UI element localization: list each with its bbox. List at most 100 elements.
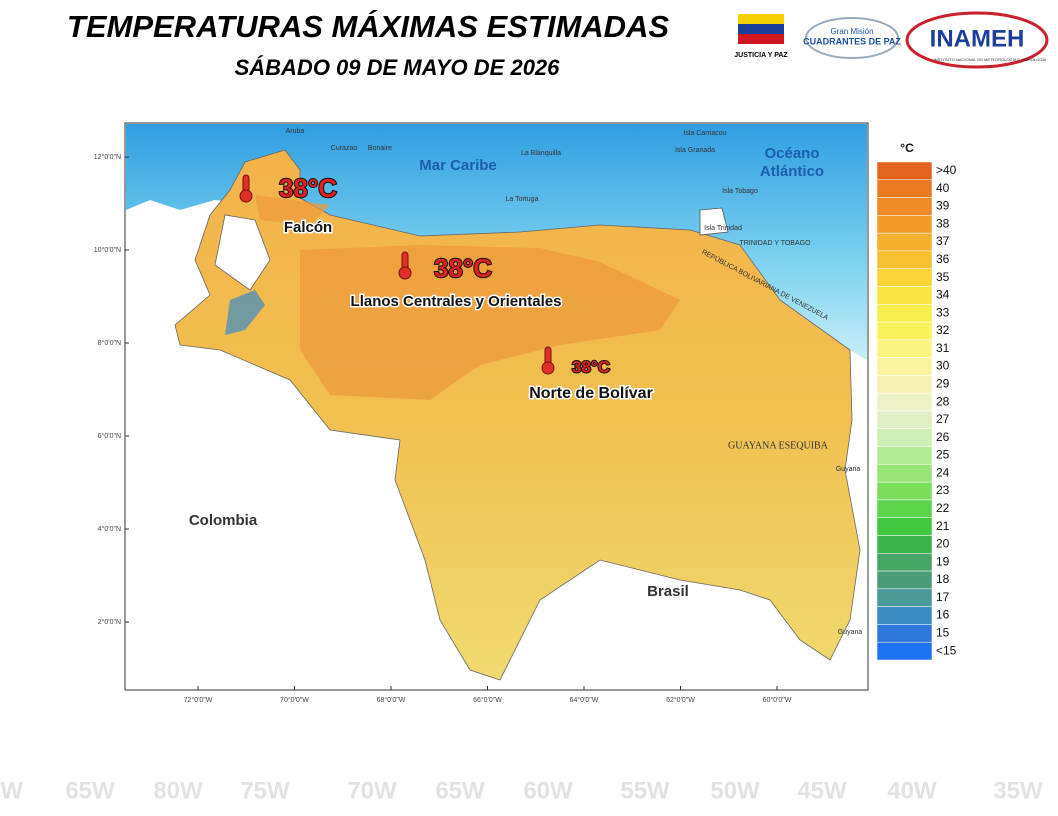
legend-swatch (876, 392, 933, 412)
hot-zone (300, 245, 680, 400)
logo-text: INAMEH (930, 25, 1025, 52)
legend-swatch (876, 375, 933, 394)
legend-label: 25 (936, 448, 950, 462)
place-label: Guyana (836, 466, 861, 473)
background-label: 70W (347, 777, 397, 804)
thermometer (239, 189, 253, 203)
legend-swatch (876, 517, 933, 536)
legend-swatch (876, 161, 933, 181)
latitude-label: 8°0'0"N (98, 339, 121, 347)
flag (738, 34, 784, 44)
legend-swatch (876, 481, 933, 501)
background-label: 65W (435, 777, 485, 804)
legend-label: 40 (936, 181, 950, 195)
legend-swatch (876, 286, 933, 305)
place-label: Aruba (286, 128, 305, 135)
legend-label: 34 (936, 288, 950, 302)
hot-zone (255, 195, 330, 225)
logo-ring (805, 17, 899, 59)
flag (738, 14, 784, 24)
legend-label: 17 (936, 590, 950, 604)
legend-swatch (876, 215, 933, 234)
legend-label: 36 (936, 252, 950, 266)
latitude-label: 10°0'0"N (94, 246, 121, 254)
trinidad (699, 207, 729, 236)
place-label: TRINIDAD Y TOBAGO (739, 240, 811, 247)
legend-swatch (876, 588, 933, 607)
legend-swatch (876, 606, 933, 625)
place-label: La Blanquilla (521, 150, 561, 157)
legend-swatch (876, 357, 933, 376)
legend-label: 35 (936, 270, 950, 284)
latitude-label: 6°0'0"N (98, 432, 121, 440)
logo-text: CUADRANTES DE PAZ (803, 36, 901, 46)
legend-swatch (876, 464, 933, 483)
map (124, 122, 869, 691)
latitude-label: 12°0'0"N (94, 153, 121, 161)
background-label: 65W (65, 777, 115, 804)
legend-label: 20 (936, 537, 950, 551)
place-label: Isla Carriacou (683, 130, 726, 137)
place-label: Curazao (331, 145, 358, 152)
legend-label: 23 (936, 483, 950, 497)
logo-text: Gran Misión (830, 27, 873, 36)
legend-swatch (876, 250, 933, 269)
latitude-label: 2°0'0"N (98, 618, 121, 626)
latitude-label: 4°0'0"N (98, 525, 121, 533)
legend-swatch (876, 641, 933, 661)
legend-label: 24 (936, 465, 950, 479)
background-label: 35W (993, 777, 1043, 804)
legend-label: 29 (936, 376, 950, 390)
place-label: Isla Granada (675, 147, 715, 154)
legend-swatch (876, 268, 933, 287)
legend-swatch (876, 197, 933, 216)
legend-swatch (876, 339, 933, 358)
flag (738, 24, 784, 34)
subtitle: SÁBADO 09 DE MAYO DE 2026 (235, 55, 561, 80)
title: TEMPERATURAS MÁXIMAS ESTIMADAS (67, 9, 670, 44)
longitude-label: 64°0'0"W (570, 696, 599, 704)
legend-label: 22 (936, 501, 950, 515)
legend-swatch (876, 446, 933, 465)
hotspot-region: Llanos Centrales y Orientales (351, 293, 562, 310)
background-label: 80W (153, 777, 203, 804)
sea (126, 124, 867, 360)
place-label: Océano (764, 145, 819, 162)
hotspot-temp: 38°C (572, 357, 610, 376)
logo-ring (905, 11, 1049, 69)
legend-swatch (876, 304, 933, 323)
legend-label: 31 (936, 341, 950, 355)
legend-label: 37 (936, 234, 950, 248)
legend-label: 30 (936, 359, 950, 373)
cool-zone (225, 290, 265, 335)
logos: JUSTICIA Y PAZ Gran Misión CUADRANTES DE… (734, 11, 1049, 69)
logo-text: JUSTICIA Y PAZ (734, 52, 788, 59)
longitude-label: 68°0'0"W (377, 696, 406, 704)
legend-swatch (876, 553, 933, 572)
background-label: 45W (797, 777, 847, 804)
legend-label: 28 (936, 394, 950, 408)
place-label: Guyana (838, 629, 863, 636)
legend-swatch (876, 499, 933, 518)
legend-label: 27 (936, 412, 950, 426)
background-label: 60W (523, 777, 573, 804)
place-label: Colombia (189, 512, 258, 529)
longitude-label: 60°0'0"W (763, 696, 792, 704)
place-label: La Tortuga (506, 196, 539, 203)
background: 5W 65W 80W 75W 70W 65W 60W 55W 50W 45W 40W 35W (0, 777, 1043, 804)
legend-swatch (876, 179, 933, 198)
place-label: Brasil (647, 583, 689, 600)
legend-label: <15 (936, 643, 957, 657)
background-label: 40W (887, 777, 937, 804)
legend-swatch (876, 624, 933, 643)
legend-label: 38 (936, 216, 950, 230)
legend-label: 39 (936, 199, 950, 213)
legend-label: 32 (936, 323, 950, 337)
thermometer (541, 361, 555, 375)
legend-label: 16 (936, 608, 950, 622)
legend-label: 19 (936, 554, 950, 568)
legend-label: 33 (936, 305, 950, 319)
legend-label: >40 (936, 163, 957, 177)
legend-label: 15 (936, 625, 950, 639)
legend-swatch (876, 535, 933, 554)
